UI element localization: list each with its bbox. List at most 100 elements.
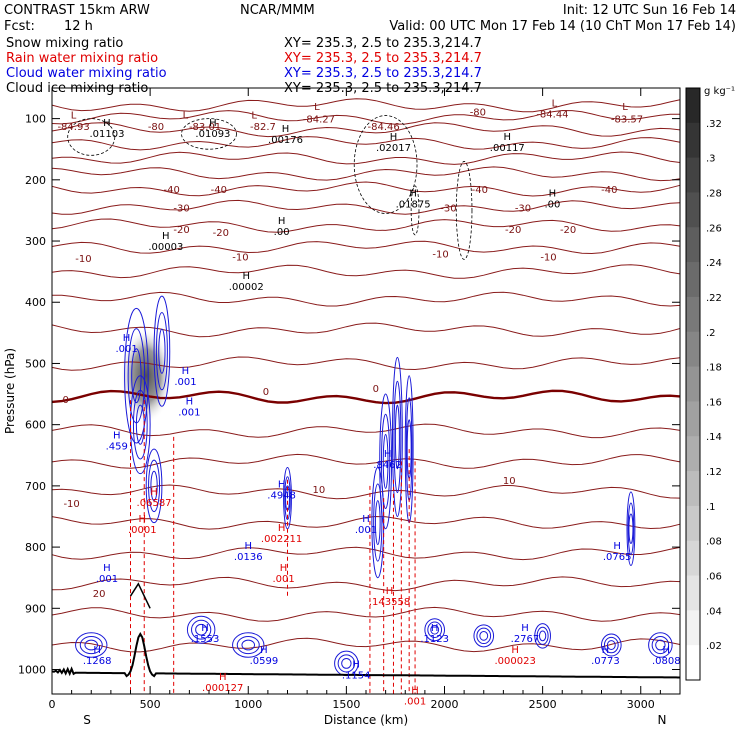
maximum-marker: H bbox=[93, 645, 101, 656]
colorbar-tick-label: .14 bbox=[706, 432, 722, 443]
isotherm-label: 20 bbox=[93, 589, 106, 600]
isotherm-line bbox=[51, 181, 681, 197]
maximum-marker: H bbox=[411, 685, 419, 696]
maximum-value: .001 bbox=[178, 407, 200, 418]
cloud-ice-contour bbox=[181, 118, 237, 150]
cloud-water-contour bbox=[627, 502, 635, 555]
isotherm-label: -30 bbox=[440, 203, 456, 214]
maximum-value: .00176 bbox=[268, 135, 303, 146]
cloud-water-contour bbox=[241, 639, 256, 651]
colorbar-segment bbox=[686, 262, 700, 298]
colorbar-segment bbox=[686, 296, 700, 333]
colorbar-tick-label: .2 bbox=[706, 328, 716, 339]
maximum-marker: H bbox=[662, 645, 670, 656]
maximum-marker: H bbox=[602, 645, 610, 656]
maximum-value: .0136 bbox=[234, 552, 263, 563]
mixing-ratio-contours bbox=[67, 115, 673, 694]
cloud-water-contour bbox=[374, 500, 381, 546]
cloud-water-contour bbox=[153, 295, 171, 407]
colorbar-tick-label: .32 bbox=[706, 119, 722, 130]
maximum-value: .001 bbox=[96, 574, 118, 585]
maximum-value: .1154 bbox=[342, 671, 371, 682]
y-tick-label: 700 bbox=[25, 480, 46, 493]
maximum-value: .0765 bbox=[603, 552, 632, 563]
x-tick-label: 1000 bbox=[234, 698, 262, 711]
minimum-marker: L bbox=[314, 102, 320, 113]
isotherm-line bbox=[51, 515, 681, 530]
maximum-marker: H bbox=[162, 231, 170, 242]
minimum-marker: L bbox=[622, 102, 628, 113]
minimum-marker: L bbox=[552, 98, 558, 109]
maximum-value: .000023 bbox=[494, 656, 535, 667]
isotherm-label: 10 bbox=[313, 485, 326, 496]
cloud-water-contour bbox=[476, 627, 492, 645]
colorbar-tick-label: .06 bbox=[706, 572, 722, 583]
cloud-water-contour bbox=[337, 654, 356, 673]
maximum-value: .00003 bbox=[148, 242, 183, 253]
maximum-marker: H bbox=[182, 366, 190, 377]
cloud-water-contour bbox=[424, 618, 445, 642]
colorbar-tick-label: .28 bbox=[706, 188, 722, 199]
cloud-water-contour bbox=[186, 615, 216, 644]
maximum-value: .001 bbox=[272, 574, 294, 585]
colorbar-tick-label: .04 bbox=[706, 606, 722, 617]
colorbar-segment bbox=[686, 471, 700, 507]
cloud-water-contour bbox=[150, 470, 158, 502]
isotherm-label: 10 bbox=[503, 476, 516, 487]
maximum-value: .01103 bbox=[89, 129, 124, 140]
cloud-water-contour bbox=[628, 513, 634, 544]
isotherm-label: 0 bbox=[373, 384, 379, 395]
colorbar-frame bbox=[685, 87, 701, 681]
cloud-water-contour bbox=[158, 328, 166, 374]
cloud-water-contour bbox=[651, 635, 670, 655]
y-tick-label: 900 bbox=[25, 602, 46, 615]
maximum-value: .0808 bbox=[652, 656, 681, 667]
isotherm-line bbox=[51, 166, 681, 182]
minimum-marker: L bbox=[183, 111, 189, 122]
maximum-value: .00002 bbox=[229, 282, 264, 293]
cloud-water-contour bbox=[148, 459, 161, 513]
cloud-water-contour bbox=[391, 356, 403, 517]
cloud-water-contour bbox=[155, 312, 168, 391]
colorbar-tick-label: .22 bbox=[706, 293, 722, 304]
maximum-value: .8462 bbox=[373, 460, 402, 471]
isotherm-label: -20 bbox=[213, 228, 229, 239]
maximum-marker: H bbox=[431, 623, 439, 634]
isotherm-line bbox=[51, 322, 681, 338]
maximum-value: .1553 bbox=[191, 634, 220, 645]
colorbar-segment bbox=[686, 331, 700, 368]
legend-name: Snow mixing ratio bbox=[6, 36, 123, 51]
colorbar-tick-label: .24 bbox=[706, 258, 722, 269]
cloud-water-contour bbox=[430, 624, 440, 635]
x-tick-label: 500 bbox=[140, 698, 161, 711]
maximum-value: .002211 bbox=[261, 534, 302, 545]
y-tick-label: 300 bbox=[25, 235, 46, 248]
isotherms bbox=[51, 98, 681, 653]
maximum-marker: H bbox=[362, 514, 370, 525]
isotherm-line bbox=[52, 291, 681, 307]
maximum-marker: H bbox=[390, 132, 398, 143]
colorbar-segment bbox=[686, 157, 700, 193]
maximum-marker: H bbox=[123, 333, 131, 344]
isotherm-line bbox=[51, 423, 681, 439]
isotherm-line bbox=[51, 151, 681, 165]
isotherm-line bbox=[51, 199, 681, 215]
fcst-value: 12 h bbox=[64, 19, 93, 34]
cloud-ice-contour bbox=[353, 115, 418, 214]
cloud-water-contour bbox=[534, 623, 551, 649]
isotherm-label: -20 bbox=[560, 225, 576, 236]
minimum-marker: L bbox=[251, 111, 257, 122]
y-axis-label: Pressure (hPa) bbox=[3, 348, 17, 434]
maximum-value: .2767 bbox=[511, 634, 540, 645]
cloud-ice-contour bbox=[67, 118, 116, 156]
isotherm-label: -80 bbox=[148, 122, 164, 133]
legend-name: Cloud water mixing ratio bbox=[6, 66, 167, 81]
cloud-water-contour bbox=[473, 624, 495, 648]
cloud-water-contour bbox=[381, 413, 391, 510]
x-tick-label: 1500 bbox=[332, 698, 360, 711]
maximum-marker: H bbox=[113, 431, 121, 442]
cloud-water-contour bbox=[427, 621, 443, 638]
isotherm-label: -84.27 bbox=[303, 115, 335, 126]
maximum-value: .001 bbox=[355, 525, 377, 536]
